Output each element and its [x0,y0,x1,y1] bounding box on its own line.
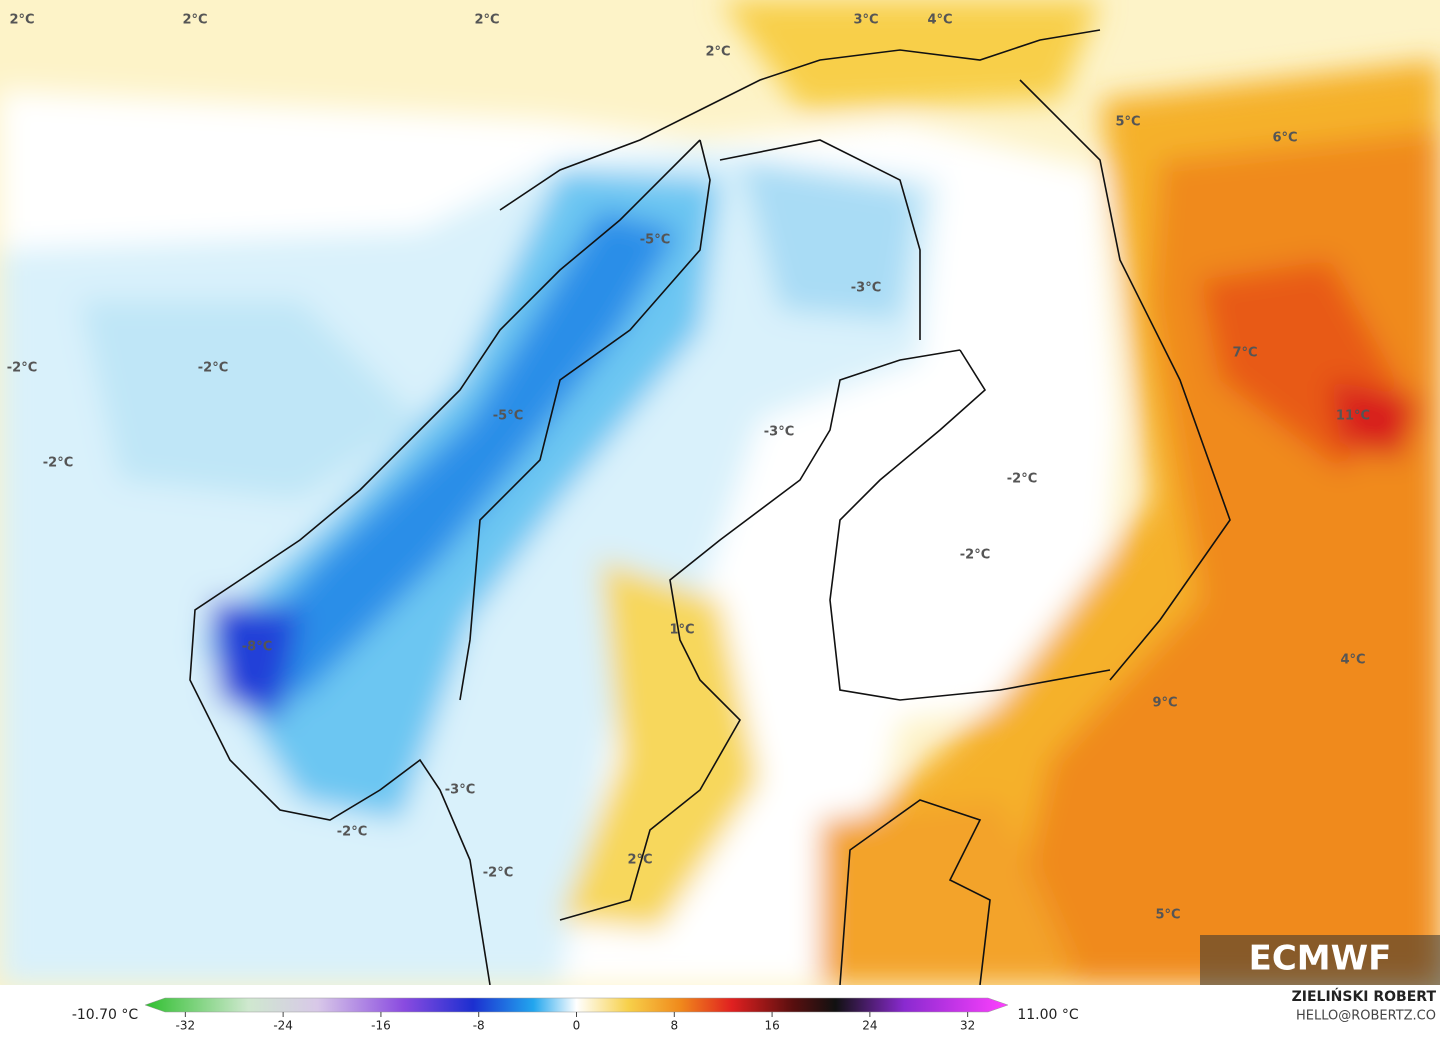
temperature-label: -2°C [1007,472,1037,487]
colorbar-tick-label: 0 [573,1019,581,1033]
temperature-label: 5°C [1155,908,1180,923]
temperature-label: 2°C [9,13,34,28]
temperature-label: -5°C [640,233,670,248]
contact: HELLO@ROBERTZ.CO [1296,1009,1436,1024]
temperature-label: 4°C [927,13,952,28]
temperature-label: -2°C [960,548,990,563]
colorbar-tick-label: 8 [670,1019,678,1033]
temperature-label: 6°C [1272,131,1297,146]
temperature-label: -3°C [764,425,794,440]
temperature-label: 2°C [182,13,207,28]
colorbar-ticks: -32 -24 -16 -8 0 8 16 24 32 [176,1012,975,1033]
author: ZIELIŃSKI ROBERT [1292,987,1437,1005]
temperature-label: 5°C [1115,115,1140,130]
temperature-label: 4°C [1340,653,1365,668]
temperature-label: 11°C [1336,409,1370,424]
temperature-label: -3°C [851,281,881,296]
temperature-label: -2°C [43,456,73,471]
temperature-label: 2°C [474,13,499,28]
colorbar-tick-label: 32 [960,1019,975,1033]
temperature-label: -8°C [242,640,272,655]
temperature-label: 1°C [669,623,694,638]
colorbar [144,997,1009,1013]
colorbar-max: 11.00 °C [1017,1007,1079,1023]
temperature-label: 2°C [627,853,652,868]
temperature-label: 9°C [1152,696,1177,711]
temperature-labels: 2°C 2°C 2°C 2°C 3°C 4°C 5°C 6°C -5°C -3°C -2°C -2°C… [7,13,1370,923]
map-field [0,0,1440,986]
temperature-label: -2°C [7,361,37,376]
colorbar-tick-label: 16 [764,1019,779,1033]
colorbar-min: -10.70 °C [72,1007,139,1023]
colorbar-tick-label: -8 [473,1019,485,1033]
temperature-label: -3°C [445,783,475,798]
colorbar-tick-label: -16 [371,1019,391,1033]
temperature-label: -5°C [493,409,523,424]
logo: ECMWF [1249,939,1392,979]
temperature-label: 2°C [705,45,730,60]
colorbar-tick-label: -24 [273,1019,293,1033]
temperature-label: -2°C [337,825,367,840]
logo-box [1200,935,1440,985]
temperature-label: -2°C [198,361,228,376]
temperature-label: 3°C [853,13,878,28]
coastlines [189,29,1231,986]
temperature-label: 7°C [1232,346,1257,361]
temperature-label: -2°C [483,866,513,881]
colorbar-tick-label: -32 [176,1019,196,1033]
colorbar-tick-label: 24 [862,1019,877,1033]
